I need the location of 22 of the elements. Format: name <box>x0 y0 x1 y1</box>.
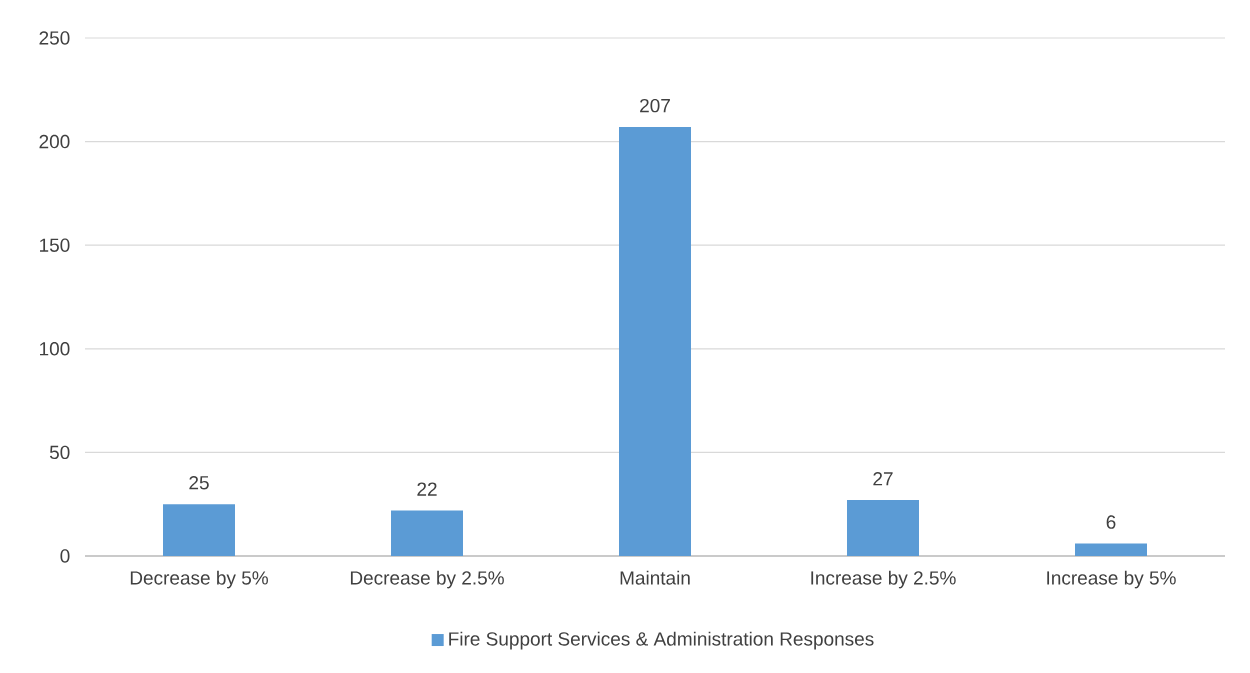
x-tick-label: Increase by 2.5% <box>811 570 956 589</box>
bar <box>847 500 919 556</box>
y-tick-label: 0 <box>60 549 70 563</box>
y-tick-label: 100 <box>40 342 70 356</box>
bar <box>163 504 235 556</box>
y-tick-label: 200 <box>39 134 70 149</box>
y-tick-label: 50 <box>49 445 70 460</box>
x-tick-label: Increase by 5% <box>1047 570 1176 589</box>
y-tick-label: 250 <box>39 31 70 45</box>
data-label: 6 <box>1106 515 1116 529</box>
data-label: 27 <box>873 472 893 486</box>
y-tick-label: 150 <box>40 238 70 252</box>
x-tick-label: Maintain <box>620 570 690 585</box>
data-label: 207 <box>640 98 670 113</box>
bar <box>1075 543 1147 556</box>
bar <box>391 510 463 556</box>
bar <box>619 127 691 556</box>
data-label: 25 <box>189 476 209 490</box>
legend-label: Fire Support Services & Administration Responses <box>449 631 874 650</box>
x-tick-label: Decrease by 5% <box>130 570 268 589</box>
x-tick-label: Decrease by 2.5% <box>350 570 504 589</box>
data-label: 22 <box>417 482 437 496</box>
